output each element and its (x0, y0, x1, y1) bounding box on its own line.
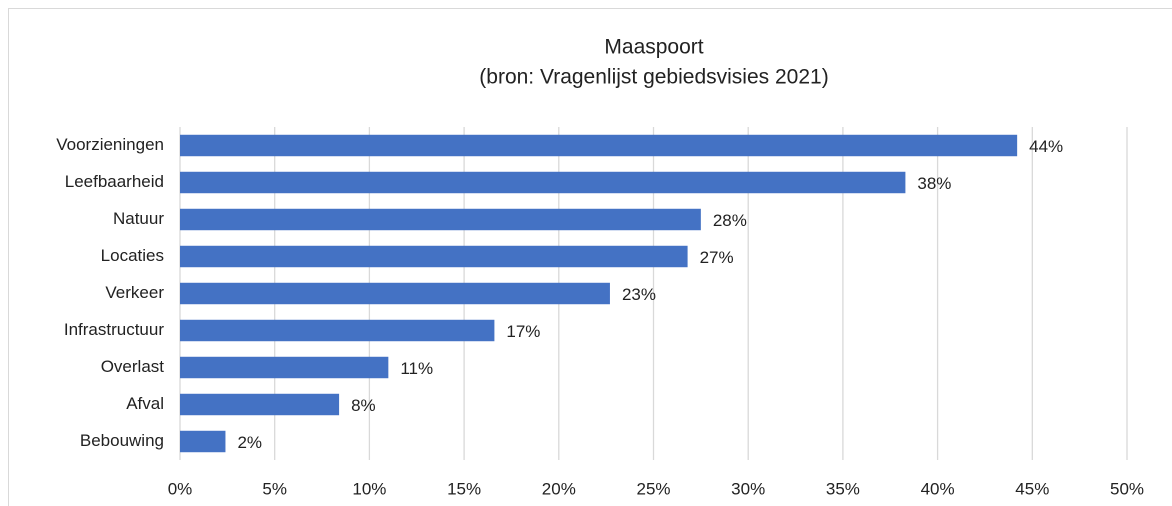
bar (180, 208, 701, 231)
chart-border (8, 8, 1172, 506)
y-tick-label: Bebouwing (80, 431, 164, 450)
bar (180, 282, 610, 305)
data-label: 44% (1029, 137, 1063, 156)
y-tick-label: Afval (126, 394, 164, 413)
x-tick-label: 15% (447, 479, 481, 498)
x-tick-label: 20% (542, 479, 576, 498)
x-tick-label: 0% (168, 479, 193, 498)
y-tick-label: Leefbaarheid (65, 172, 164, 191)
y-tick-label: Overlast (101, 357, 165, 376)
y-tick-label: Verkeer (105, 283, 164, 302)
x-tick-label: 25% (636, 479, 670, 498)
bar (180, 356, 389, 379)
data-label: 17% (506, 322, 540, 341)
chart-subtitle: (bron: Vragenlijst gebiedsvisies 2021) (479, 66, 828, 89)
data-label: 27% (700, 248, 734, 267)
data-label: 2% (237, 433, 262, 452)
bar (180, 134, 1018, 157)
x-tick-label: 50% (1110, 479, 1144, 498)
x-tick-label: 35% (826, 479, 860, 498)
bar (180, 245, 688, 268)
bar (180, 319, 495, 342)
bar (180, 171, 906, 194)
y-tick-label: Voorzieningen (56, 135, 164, 154)
y-tick-label: Infrastructuur (64, 320, 164, 339)
x-tick-label: 45% (1015, 479, 1049, 498)
bar (180, 430, 226, 453)
data-label: 11% (400, 359, 433, 378)
y-tick-label: Locaties (101, 246, 164, 265)
x-tick-label: 40% (921, 479, 955, 498)
chart-title: Maaspoort (604, 36, 703, 59)
y-tick-label: Natuur (113, 209, 164, 228)
x-tick-label: 5% (262, 479, 287, 498)
data-label: 8% (351, 396, 376, 415)
x-tick-label: 30% (731, 479, 765, 498)
x-tick-label: 10% (352, 479, 386, 498)
bar (180, 393, 340, 416)
data-label: 38% (917, 174, 951, 193)
data-label: 28% (713, 211, 747, 230)
data-label: 23% (622, 285, 656, 304)
